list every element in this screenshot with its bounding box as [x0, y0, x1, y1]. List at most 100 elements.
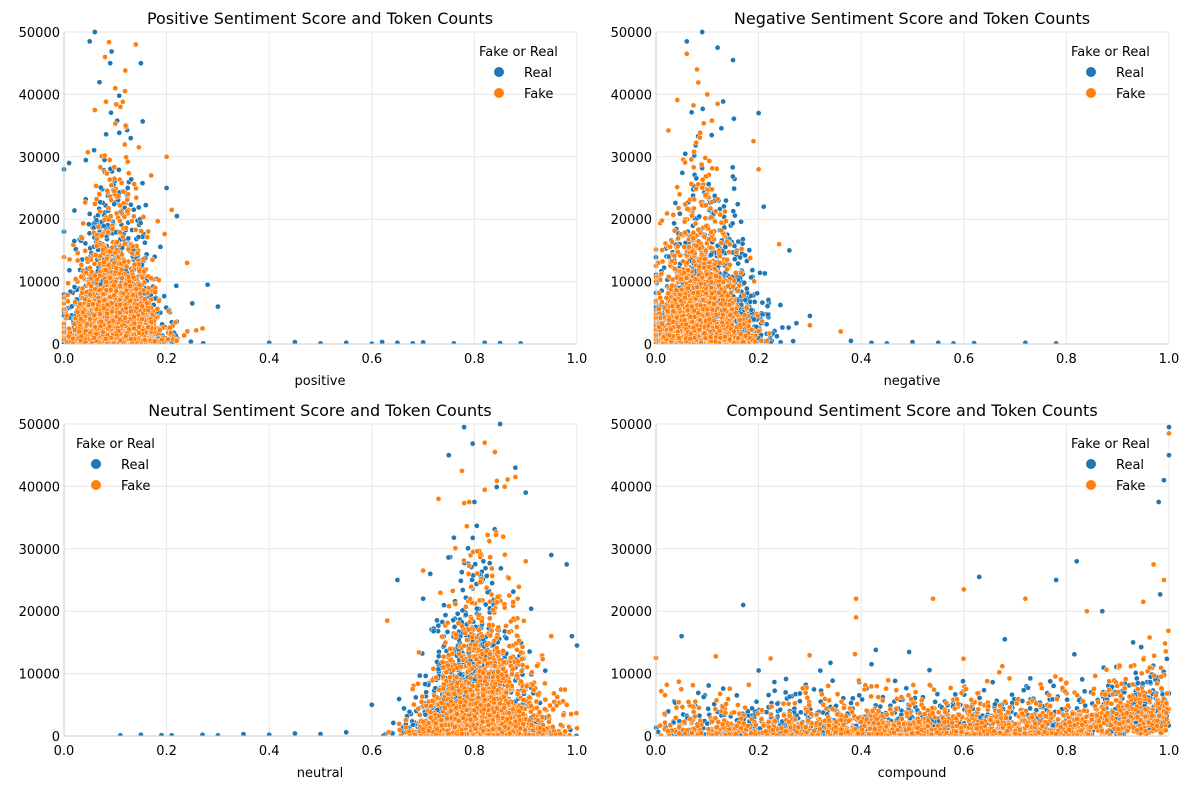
scatter-point — [763, 321, 770, 328]
scatter-point — [119, 275, 125, 282]
scatter-point — [96, 191, 103, 197]
scatter-point — [78, 316, 84, 322]
scatter-point — [189, 300, 196, 307]
scatter-point — [172, 319, 179, 326]
scatter-point — [65, 280, 71, 287]
scatter-point — [142, 239, 148, 246]
scatter-point — [292, 339, 298, 344]
scatter-point — [113, 288, 120, 295]
scatter-point — [91, 29, 98, 35]
scatter-point — [99, 246, 106, 253]
scatter-point — [104, 187, 111, 194]
scatter-point — [127, 283, 133, 289]
chart-title: Positive Sentiment Score and Token Count… — [147, 9, 493, 28]
scatter-point — [88, 283, 95, 289]
scatter-point — [116, 309, 123, 316]
scatter-point — [184, 328, 191, 335]
scatter-point — [100, 304, 107, 311]
scatter-point — [111, 164, 118, 170]
scatter-point — [117, 283, 124, 289]
scatter-point — [120, 234, 126, 240]
scatter-point — [139, 274, 146, 281]
scatter-point — [145, 285, 152, 292]
scatter-point — [712, 218, 718, 225]
scatter-point — [159, 336, 165, 343]
scatter-point — [137, 220, 144, 226]
scatter-point — [93, 217, 100, 224]
scatter-point — [108, 182, 115, 189]
scatter-point — [96, 79, 103, 86]
scatter-point — [88, 268, 95, 275]
scatter-point — [76, 328, 83, 335]
scatter-point — [103, 279, 109, 285]
scatter-point — [107, 213, 114, 219]
scatter-point — [703, 202, 709, 209]
scatter-point — [740, 236, 746, 243]
scatter-point — [394, 339, 401, 344]
scatter-point — [199, 325, 206, 332]
scatter-point — [66, 160, 72, 166]
scatter-point — [112, 120, 119, 127]
chart-panel-negative: Negative Sentiment Score and Token Count… — [611, 9, 1180, 389]
scatter-point — [127, 298, 134, 304]
scatter-point — [82, 296, 88, 303]
scatter-point — [774, 333, 780, 340]
legend-title: Fake or Real — [479, 45, 558, 60]
scatter-point — [121, 258, 128, 265]
scatter-point — [84, 255, 90, 262]
scatter-point — [117, 217, 123, 224]
scatter-point — [72, 315, 79, 322]
scatter-point — [764, 303, 771, 309]
scatter-point — [751, 278, 758, 285]
scatter-point — [145, 324, 151, 330]
scatter-point — [66, 267, 73, 274]
scatter-point — [90, 301, 96, 307]
scatter-point — [734, 201, 741, 208]
scatter-point — [126, 326, 132, 333]
scatter-point — [104, 170, 110, 177]
scatter-point — [708, 199, 715, 205]
scatter-point — [97, 184, 104, 191]
scatter-point — [93, 196, 100, 202]
scatter-point — [74, 257, 81, 264]
scatter-point — [96, 287, 103, 294]
scatter-point — [148, 275, 155, 282]
scatter-point — [161, 231, 168, 237]
scatter-point — [142, 202, 149, 208]
scatter-point — [409, 340, 416, 344]
scatter-point — [104, 310, 110, 317]
x-tick-label: 1.0 — [567, 352, 588, 367]
scatter-point — [136, 144, 142, 151]
x-axis-label: positive — [295, 374, 346, 389]
scatter-point — [79, 309, 86, 316]
scatter-point — [100, 291, 107, 298]
scatter-point — [168, 206, 175, 213]
scatter-point — [140, 214, 147, 220]
scatter-point — [741, 279, 748, 286]
scatter-point — [91, 107, 98, 113]
scatter-point — [69, 335, 76, 342]
scatter-point — [101, 152, 108, 159]
scatter-point — [174, 213, 180, 219]
scatter-point — [68, 303, 75, 310]
scatter-point — [100, 223, 107, 229]
scatter-point — [108, 109, 114, 116]
scatter-point — [66, 325, 72, 332]
scatter-point — [84, 149, 91, 156]
scatter-point — [124, 197, 131, 203]
scatter-point — [91, 147, 97, 154]
scatter-point — [124, 208, 131, 215]
scatter-point — [723, 197, 729, 204]
scatter-point — [78, 333, 85, 340]
scatter-point — [718, 125, 725, 132]
scatter-point — [135, 234, 142, 240]
scatter-point — [117, 208, 124, 215]
scatter-point — [672, 200, 679, 206]
scatter-point — [80, 220, 86, 227]
scatter-point — [127, 308, 134, 315]
scatter-point — [92, 201, 98, 207]
scatter-point — [379, 339, 385, 344]
scatter-point — [747, 255, 754, 261]
scatter-point — [74, 250, 81, 256]
